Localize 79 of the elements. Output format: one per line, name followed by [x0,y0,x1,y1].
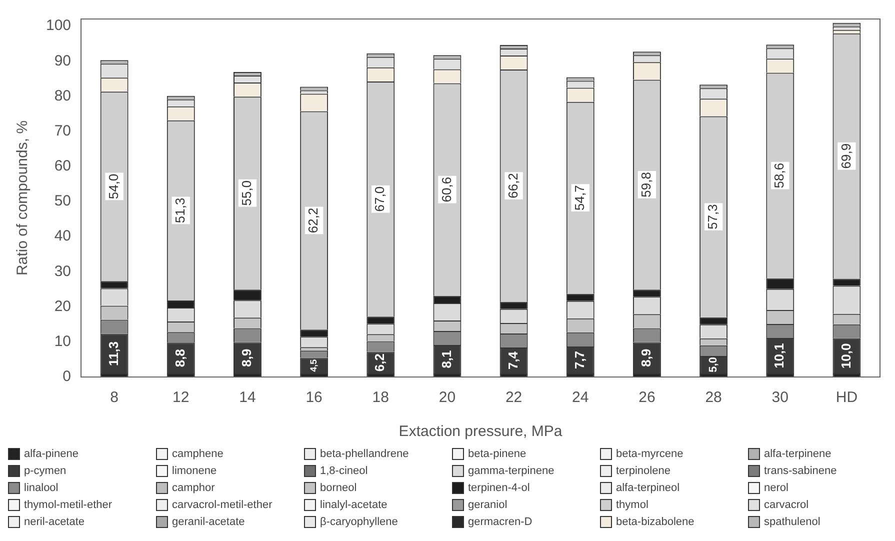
legend-label: 1,8-cineol [320,464,368,476]
legend-label: carvacrol-metil-ether [172,498,272,510]
data-label: 69,9 [838,143,854,169]
data-label: 7,4 [505,350,520,370]
legend-label: camphene [172,448,224,460]
x-tick-label: 20 [438,389,456,406]
x-axis-title: Extaction pressure, MPa [398,423,563,440]
legend-label: beta-bizabolene [616,516,694,528]
y-tick-label: 20 [54,298,72,315]
data-label: 11,3 [106,341,121,366]
legend-label: germacren-D [468,516,532,528]
y-tick-label: 30 [54,262,72,280]
data-label: 8,1 [438,350,454,368]
legend-label: thymol-metil-ether [24,498,112,510]
legend-label: terpinen-4-ol [468,482,530,494]
data-label: 57,3 [705,204,720,230]
data-label: 54,0 [106,174,121,200]
y-tick-label: 80 [54,87,72,104]
x-tick-label: 14 [239,389,256,406]
x-tick-label: 24 [572,389,589,406]
legend-label: alfa-terpinene [764,448,832,460]
legend-label: β-caryophyllene [320,516,398,528]
legend-label: gamma-terpinene [468,464,554,476]
legend-label: nerol [764,482,788,494]
data-label: 67,0 [372,186,388,212]
legend-label: alfa-pinene [24,448,78,460]
y-tick-label: 100 [46,17,72,34]
data-label: 8,9 [638,348,654,367]
data-label: 8,9 [239,348,254,367]
legend-label: borneol [320,482,357,494]
legend-label: geraniol [468,498,508,510]
x-tick-label: 22 [505,389,522,406]
y-tick-label: 10 [54,333,72,350]
x-tick-label: 18 [372,389,389,406]
legend-label: carvacrol [764,498,809,510]
data-label: 54,7 [572,185,587,210]
x-tick-label: 30 [772,389,788,406]
y-tick-label: 50 [54,192,72,210]
data-label: 66,2 [505,173,520,198]
y-tick-label: 70 [54,122,72,140]
data-label: 62,2 [306,208,321,234]
x-tick-label: 16 [306,389,322,406]
legend-label: alfa-terpineol [616,482,680,494]
data-label: 6,2 [372,354,388,372]
legend-label: p-cymen [24,464,66,476]
y-tick-label: 40 [54,228,72,245]
legend-label: terpinolene [616,464,670,476]
legend-label: camphor [172,482,215,494]
x-tick-label: 26 [638,389,656,406]
legend-label: spathulenol [764,516,820,528]
legend-label: neril-acetate [24,516,85,528]
y-axis-title: Ratio of compounds, % [14,120,32,276]
y-tick-label: 60 [54,158,72,175]
data-label: 55,0 [239,180,254,206]
legend-label: trans-sabinene [764,464,837,476]
legend-label: geranil-acetate [172,516,245,528]
x-tick-label: 28 [705,389,722,406]
legend-label: beta-myrcene [616,448,684,460]
legend-label: limonene [172,464,217,476]
data-label: 10,0 [838,343,854,369]
data-label: 58,6 [772,162,787,188]
data-label: 60,6 [438,176,454,202]
legend-label: linalyl-acetate [320,498,388,510]
legend-label: thymol [616,498,648,510]
data-label: 8,8 [172,349,188,368]
y-tick-label: 90 [54,52,72,70]
data-label: 59,8 [638,172,654,198]
x-tick-label: HD [836,389,858,406]
data-label: 5,0 [708,357,720,372]
data-label: 4,5 [308,359,319,372]
legend-label: beta-phellandrene [320,448,409,460]
legend-label: linalool [24,482,58,494]
x-tick-label: 8 [110,389,118,406]
y-tick-label: 0 [62,368,72,386]
legend-label: beta-pinene [468,448,526,460]
data-label: 10,1 [772,343,787,368]
data-label: 51,3 [172,198,188,224]
x-tick-label: 12 [172,389,190,406]
data-label: 7,7 [572,350,587,370]
